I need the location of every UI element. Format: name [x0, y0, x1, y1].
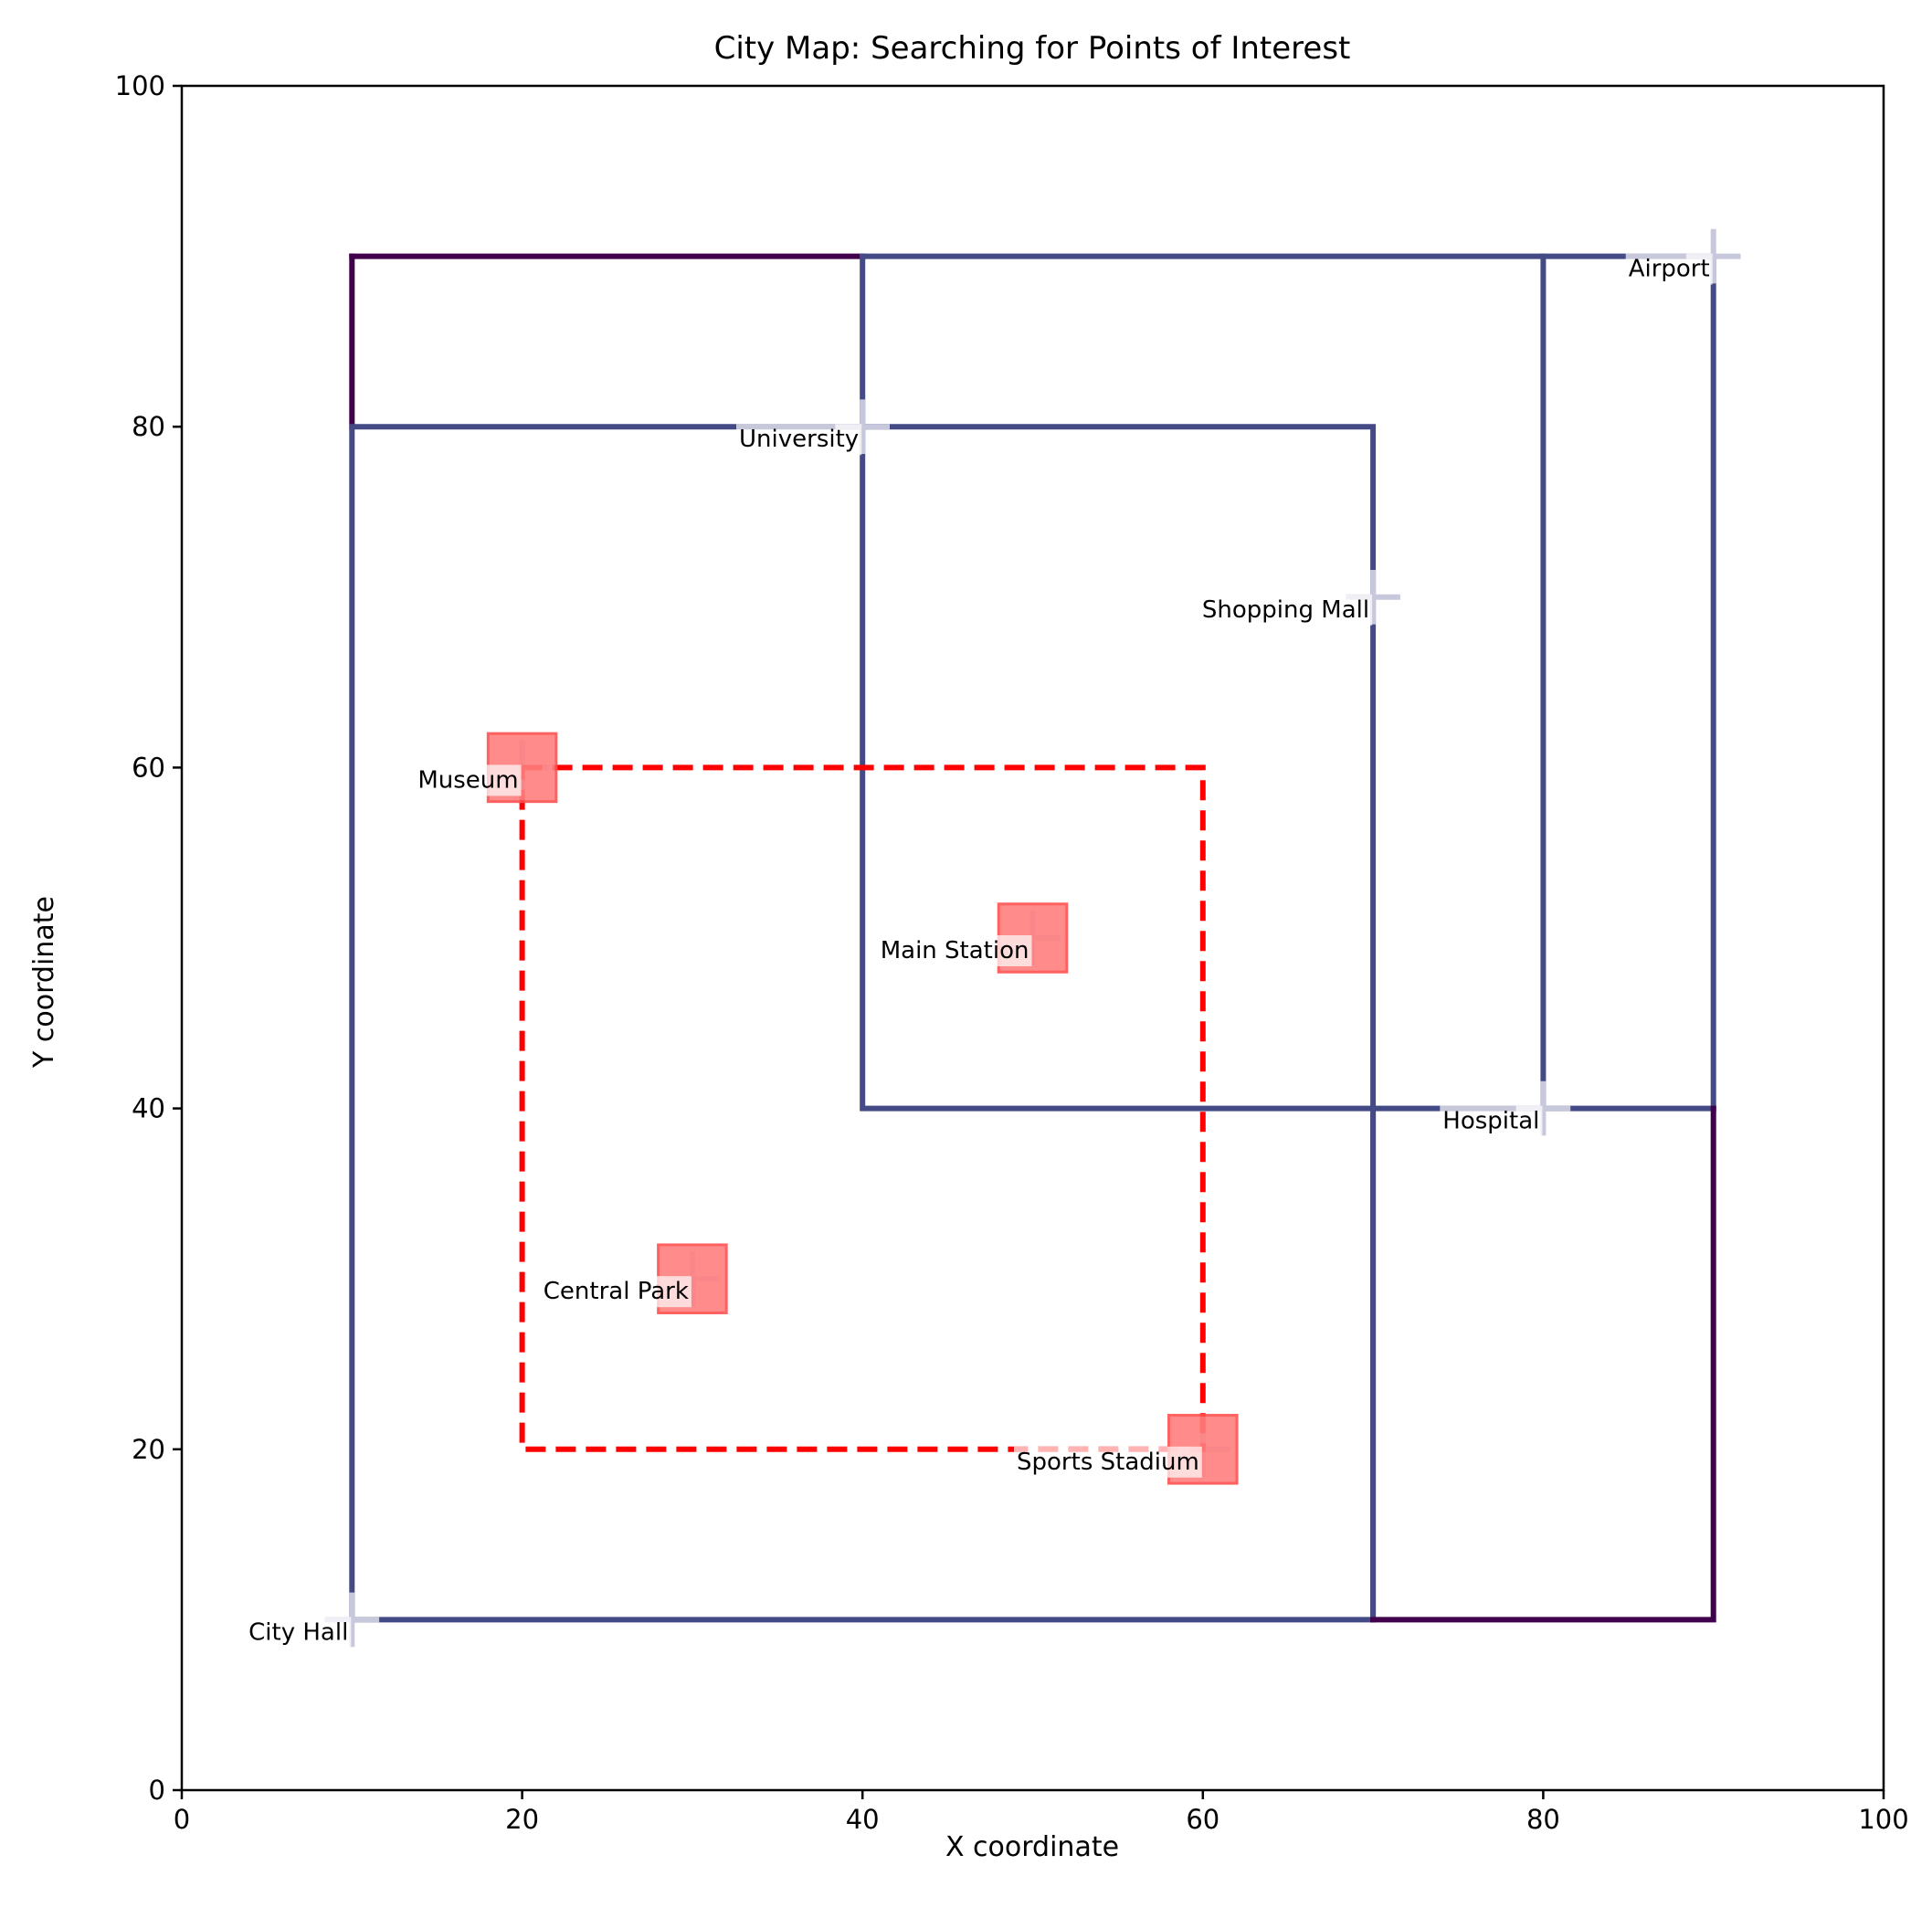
- poi-label-bg-7: [1625, 253, 1713, 285]
- poi-label-group-0: City Hall: [246, 1617, 352, 1649]
- y-tick-label-2: 40: [132, 1093, 165, 1124]
- poi-label-bg-8: [1014, 1446, 1202, 1478]
- poi-label-0: City Hall: [248, 1618, 348, 1646]
- poi-label-2: Museum: [417, 766, 518, 794]
- search-area-rect: [519, 764, 1206, 1452]
- poi-label-8: Sports Stadium: [1017, 1449, 1199, 1476]
- poi-label-bg-3: [877, 935, 1032, 966]
- road-7: [1370, 1105, 1716, 1623]
- poi-label-7: Airport: [1629, 256, 1710, 283]
- poi-label-bg-4: [736, 424, 862, 456]
- ticks-layer: 0 20 40 60 80 100 0 20 40 60 80 100: [115, 70, 1909, 1835]
- poi-label-5: Shopping Mall: [1202, 596, 1369, 624]
- poi-label-4: University: [739, 426, 859, 453]
- y-tick-label-0: 0: [149, 1775, 165, 1806]
- y-tick-label-3: 60: [132, 752, 165, 783]
- poi-label-group-6: Hospital: [1440, 1105, 1543, 1137]
- poi-label-bg-1: [540, 1276, 692, 1308]
- x-axis-label: X coordinate: [945, 1831, 1119, 1863]
- poi-label-group-8: Sports Stadium: [1014, 1446, 1202, 1478]
- search-area-layer: [519, 764, 1206, 1452]
- poi-label-group-1: Central Park: [540, 1276, 692, 1308]
- road-4: [860, 253, 1716, 1112]
- plot-frame: [180, 84, 1885, 1792]
- poi-label-group-5: Shopping Mall: [1198, 594, 1373, 626]
- x-tick-label-2: 40: [846, 1804, 880, 1835]
- poi-label-bg-0: [246, 1617, 352, 1649]
- y-axis-label: Y coordinate: [28, 896, 60, 1069]
- x-tick-label-4: 80: [1526, 1804, 1560, 1835]
- x-tick-label-0: 0: [174, 1804, 190, 1835]
- poi-label-bg-6: [1440, 1105, 1543, 1137]
- poi-label-3: Main Station: [881, 937, 1029, 964]
- x-tick-label-1: 20: [505, 1804, 539, 1835]
- poi-label-group-3: Main Station: [877, 935, 1032, 966]
- poi-label-1: Central Park: [544, 1278, 689, 1305]
- poi-label-group-4: University: [736, 424, 862, 456]
- y-tick-label-1: 20: [132, 1434, 165, 1465]
- y-tick-label-4: 80: [132, 411, 165, 442]
- poi-label-group-2: Museum: [415, 764, 522, 796]
- poi-labels-layer: City Hall Central Park Museum Main Station U…: [246, 253, 1713, 1649]
- chart-title: City Map: Searching for Points of Intere…: [714, 30, 1351, 67]
- poi-label-bg-2: [415, 764, 522, 796]
- x-tick-label-3: 60: [1186, 1804, 1219, 1835]
- poi-label-6: Hospital: [1442, 1108, 1539, 1135]
- poi-label-bg-5: [1198, 594, 1373, 626]
- x-tick-label-5: 100: [1858, 1804, 1908, 1835]
- y-tick-label-5: 100: [115, 70, 165, 101]
- poi-label-group-7: Airport: [1625, 253, 1713, 285]
